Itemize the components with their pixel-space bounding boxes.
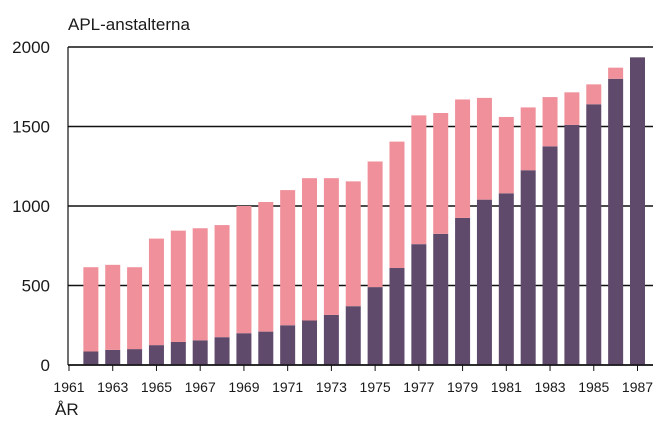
x-tick-label-1965: 1965: [141, 379, 172, 395]
x-tick-label-1971: 1971: [272, 379, 303, 395]
bar-1971-series-2: [280, 190, 296, 326]
x-tick-label-1979: 1979: [447, 379, 478, 395]
x-tick-label-1975: 1975: [360, 379, 391, 395]
bar-1976-series-1: [389, 268, 405, 365]
x-tick-label-1961: 1961: [53, 379, 84, 395]
bar-1978-series-2: [433, 112, 449, 234]
bar-1969-series-2: [236, 206, 252, 334]
bar-1970-series-2: [258, 202, 274, 332]
bar-1977-series-2: [411, 115, 427, 245]
bar-1979-series-1: [455, 217, 471, 365]
bar-1986-series-1: [608, 78, 624, 366]
bar-1972-series-2: [302, 178, 318, 321]
bar-1980-series-1: [476, 199, 492, 365]
y-tick-label-0: 0: [41, 356, 50, 375]
bar-1981-series-2: [498, 116, 514, 194]
bar-1962-series-2: [83, 267, 99, 352]
bar-1965-series-2: [148, 238, 164, 346]
bar-1982-series-1: [520, 170, 536, 365]
bar-1970-series-1: [258, 331, 274, 365]
bar-1979-series-2: [455, 99, 471, 218]
bar-1978-series-1: [433, 233, 449, 365]
bar-1963-series-1: [105, 349, 121, 365]
bars-layer: [83, 57, 645, 366]
bar-1963-series-2: [105, 264, 121, 350]
bar-1982-series-2: [520, 107, 536, 171]
axis-layer: 0 500 1000 1500 2000 1961 1963 1965 1967 1969 1971…: [12, 38, 653, 395]
y-tick-label-1000: 1000: [12, 197, 50, 216]
bar-1975-series-2: [367, 161, 383, 288]
bar-1962-series-1: [83, 351, 99, 365]
bar-1966-series-2: [170, 230, 186, 342]
bar-1968-series-1: [214, 337, 230, 365]
bar-1981-series-1: [498, 193, 514, 365]
x-tick-label-1973: 1973: [316, 379, 347, 395]
bar-1984-series-1: [564, 124, 580, 365]
chart-title: APL-anstalterna: [68, 15, 190, 34]
bar-1976-series-2: [389, 141, 405, 269]
bar-1980-series-2: [476, 97, 492, 200]
x-tick-label-1981: 1981: [491, 379, 522, 395]
bar-1969-series-1: [236, 333, 252, 365]
bar-1966-series-1: [170, 341, 186, 365]
y-tick-label-1500: 1500: [12, 118, 50, 137]
x-tick-label-1963: 1963: [97, 379, 128, 395]
bar-1972-series-1: [302, 320, 318, 365]
y-tick-label-2000: 2000: [12, 38, 50, 57]
bar-1965-series-1: [148, 345, 164, 365]
x-tick-label-1987: 1987: [622, 379, 653, 395]
bar-1986-series-2: [608, 67, 624, 79]
bar-1967-series-1: [192, 340, 208, 365]
x-tick-label-1983: 1983: [534, 379, 565, 395]
bar-1977-series-1: [411, 244, 427, 365]
bar-1964-series-2: [127, 267, 143, 350]
bar-1987-series-1: [630, 57, 645, 366]
x-axis-label: ÅR: [55, 400, 79, 417]
bar-1968-series-2: [214, 225, 230, 338]
bar-1967-series-2: [192, 228, 208, 341]
bar-1985-series-1: [586, 104, 602, 366]
bar-1985-series-2: [586, 84, 602, 105]
bar-1983-series-1: [542, 146, 558, 365]
x-tick-label-1985: 1985: [578, 379, 609, 395]
bar-1984-series-2: [564, 92, 580, 125]
x-tick-label-1967: 1967: [185, 379, 216, 395]
y-tick-label-500: 500: [22, 277, 50, 296]
x-tick-label-1969: 1969: [228, 379, 259, 395]
bar-1971-series-1: [280, 325, 296, 365]
bar-1974-series-1: [345, 306, 361, 365]
bar-1973-series-1: [323, 314, 339, 365]
bar-1983-series-2: [542, 97, 558, 147]
bar-1975-series-1: [367, 287, 383, 365]
x-tick-label-1977: 1977: [403, 379, 434, 395]
bar-1974-series-2: [345, 181, 361, 307]
bar-1964-series-1: [127, 349, 143, 365]
bar-1973-series-2: [323, 178, 339, 315]
